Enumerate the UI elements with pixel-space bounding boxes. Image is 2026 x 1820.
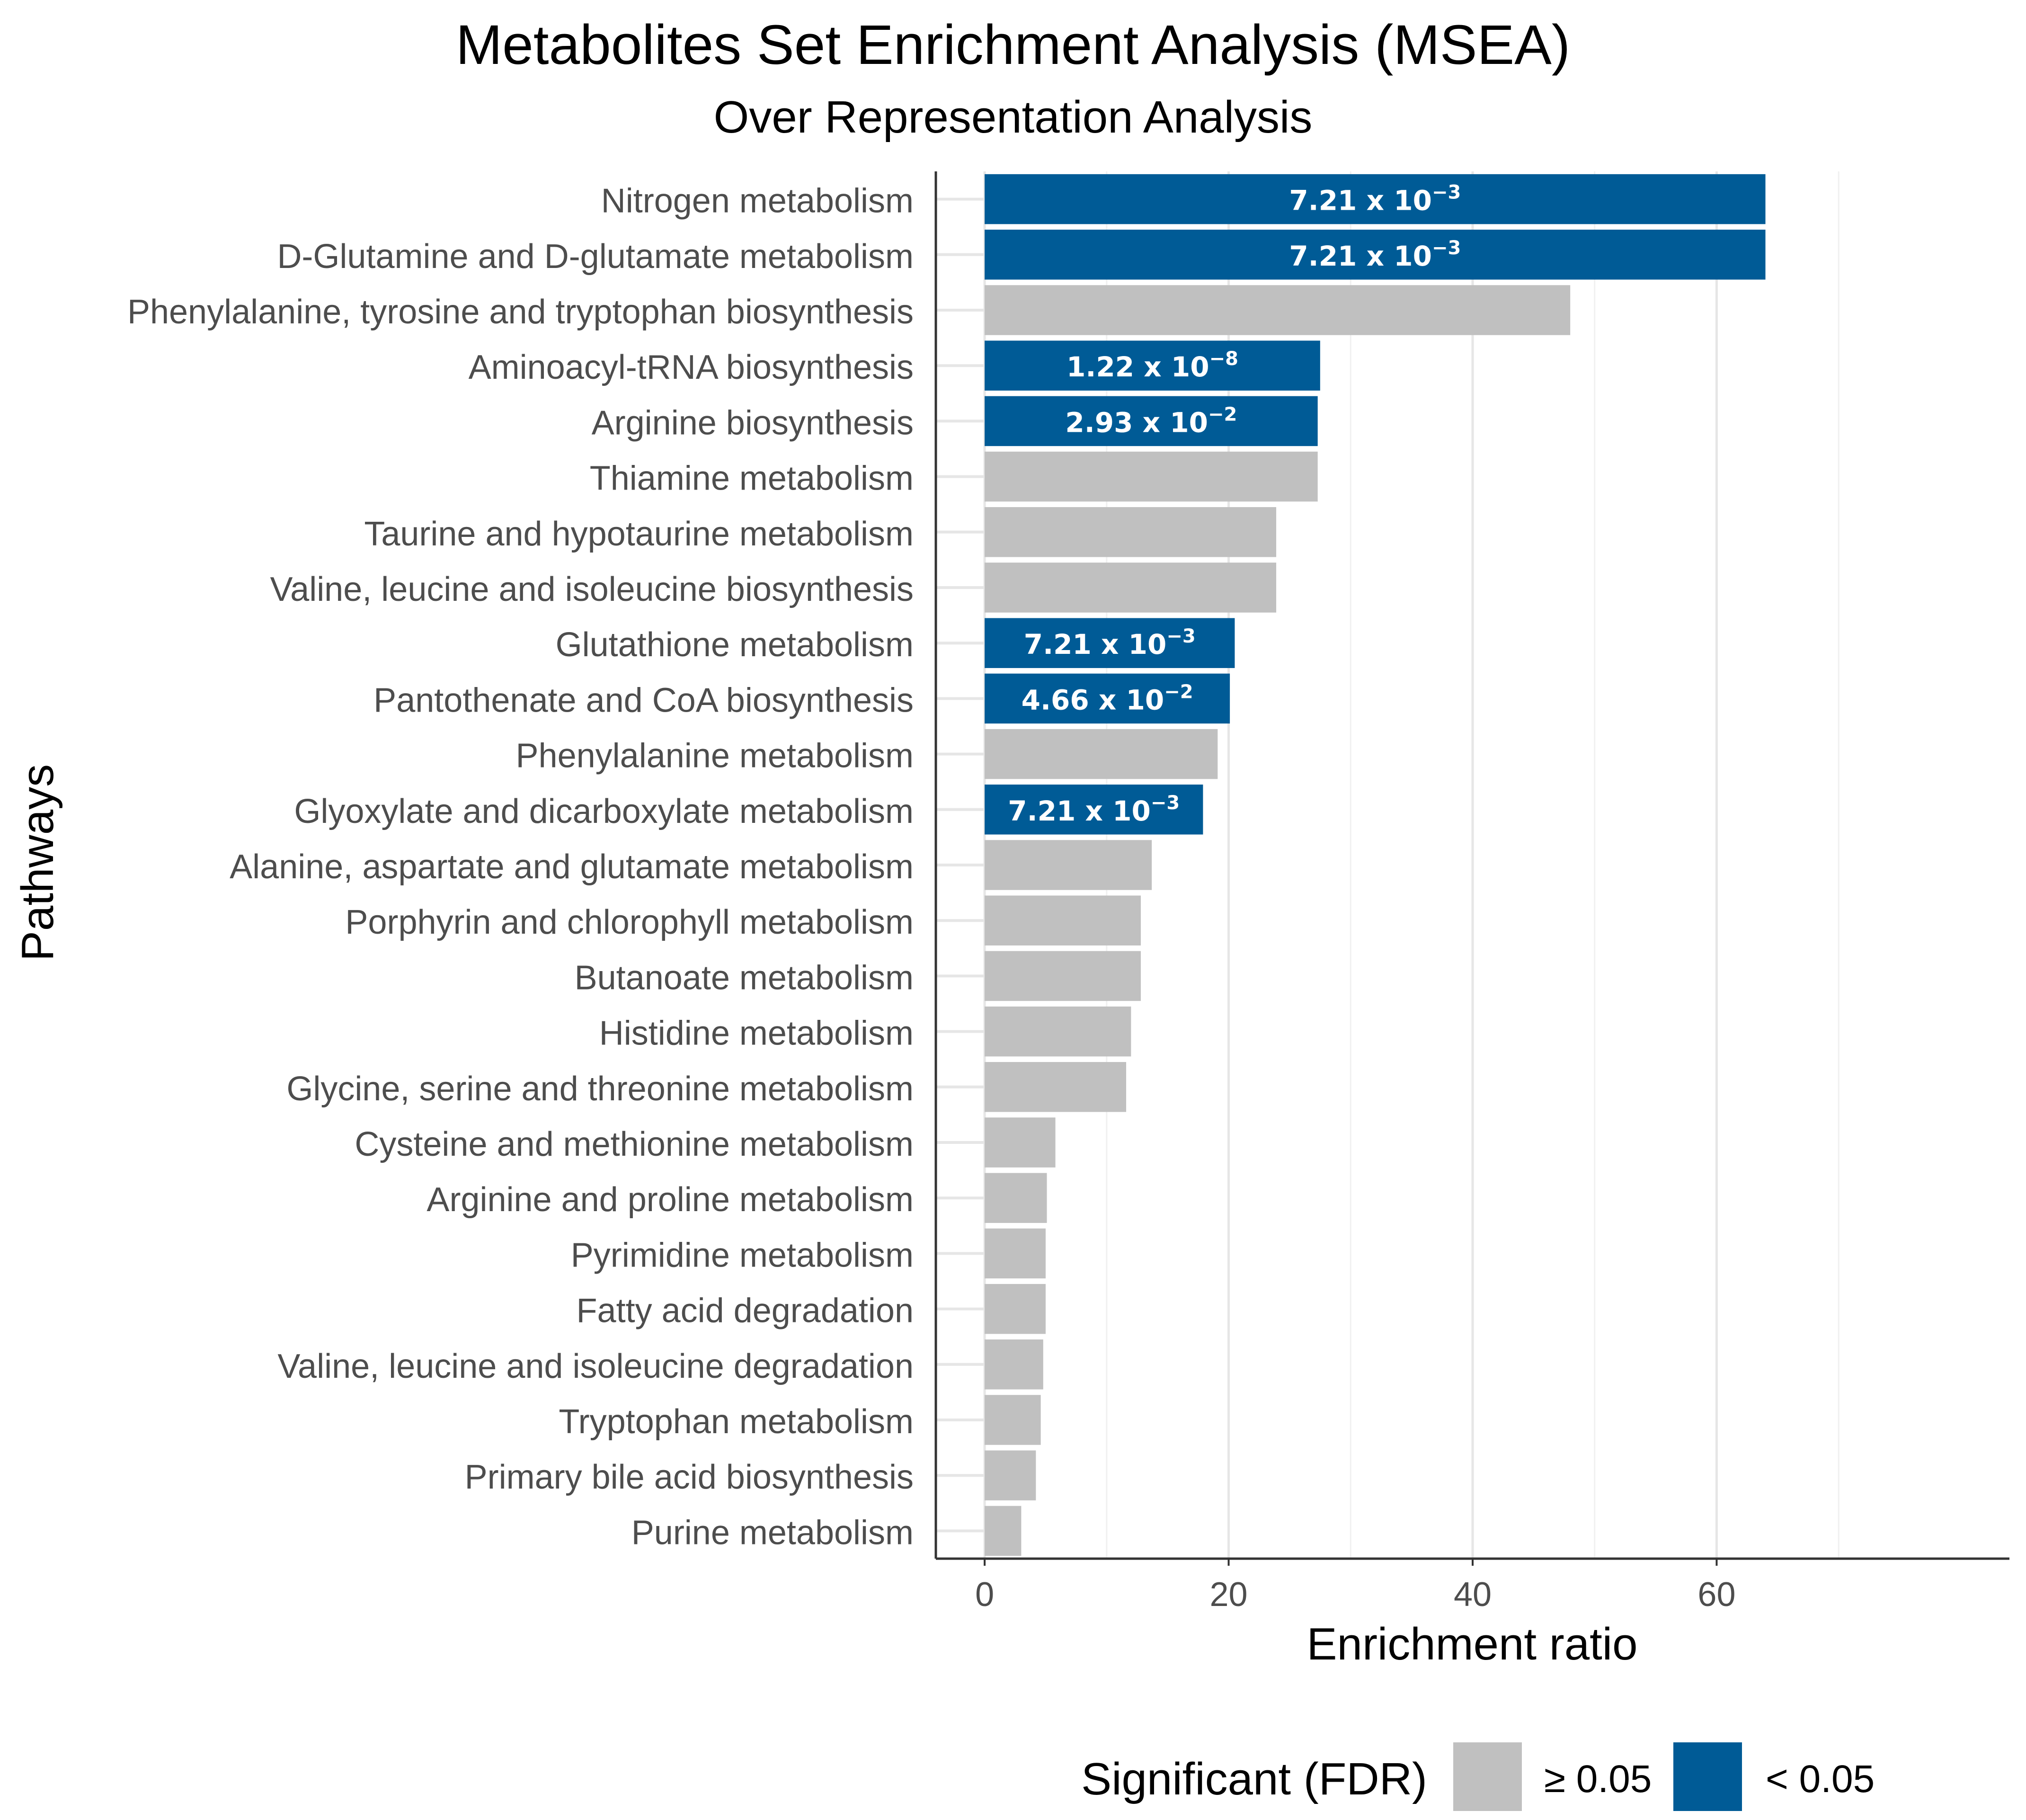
x-tick-label: 20 bbox=[1209, 1576, 1247, 1614]
x-axis-title: Enrichment ratio bbox=[1307, 1619, 1638, 1669]
bar bbox=[985, 1173, 1047, 1223]
bar bbox=[985, 729, 1218, 779]
bar bbox=[985, 840, 1152, 890]
category-label: Valine, leucine and isoleucine degradati… bbox=[277, 1347, 914, 1385]
x-tick-label: 0 bbox=[975, 1576, 994, 1614]
bar bbox=[985, 285, 1571, 335]
bar bbox=[985, 895, 1141, 946]
legend: Significant (FDR) ≥ 0.05 < 0.05 bbox=[1081, 1742, 1875, 1811]
category-label: Arginine and proline metabolism bbox=[427, 1181, 914, 1219]
category-label: Alanine, aspartate and glutamate metabol… bbox=[230, 848, 914, 886]
category-label: Tryptophan metabolism bbox=[559, 1403, 914, 1441]
category-label: Histidine metabolism bbox=[599, 1015, 914, 1053]
bar bbox=[985, 174, 1766, 224]
category-label: Glutathione metabolism bbox=[556, 626, 914, 664]
bar bbox=[985, 451, 1318, 502]
category-label: D-Glutamine and D-glutamate metabolism bbox=[277, 238, 914, 276]
category-label: Glycine, serine and threonine metabolism bbox=[286, 1070, 914, 1108]
bar bbox=[985, 618, 1235, 668]
bar bbox=[985, 1062, 1127, 1112]
bar-fdr-label: 7.21 x 10−3 bbox=[1024, 625, 1196, 660]
bar-fdr-label: 7.21 x 10−3 bbox=[1289, 237, 1461, 272]
category-label: Pyrimidine metabolism bbox=[571, 1236, 914, 1274]
bar bbox=[985, 951, 1141, 1001]
bar-fdr-label: 7.21 x 10−3 bbox=[1008, 792, 1180, 827]
category-label: Nitrogen metabolism bbox=[601, 182, 914, 220]
category-label: Arginine biosynthesis bbox=[592, 404, 914, 442]
category-label: Thiamine metabolism bbox=[590, 460, 914, 498]
legend-label-significant: < 0.05 bbox=[1766, 1758, 1875, 1801]
category-label: Purine metabolism bbox=[631, 1514, 914, 1552]
bar bbox=[985, 785, 1203, 835]
legend-swatch-not-significant bbox=[1453, 1742, 1522, 1811]
category-label: Porphyrin and chlorophyll metabolism bbox=[345, 903, 914, 941]
bar-fdr-label: 4.66 x 10−2 bbox=[1022, 681, 1193, 716]
chart-subtitle: Over Representation Analysis bbox=[714, 92, 1313, 143]
bar bbox=[985, 1284, 1046, 1334]
bar bbox=[985, 1506, 1022, 1556]
category-label: Pantothenate and CoA biosynthesis bbox=[373, 681, 914, 719]
bar bbox=[985, 396, 1318, 446]
legend-swatch-significant bbox=[1673, 1742, 1742, 1811]
bar-labels-group: 7.21 x 10−3 7.21 x 10−3 1.22 x 10−8 2.93 x … bbox=[1008, 182, 1461, 827]
bar bbox=[985, 507, 1277, 557]
bar bbox=[985, 1339, 1043, 1390]
category-label: Butanoate metabolism bbox=[575, 959, 914, 997]
category-label: Phenylalanine metabolism bbox=[516, 737, 914, 775]
category-label: Fatty acid degradation bbox=[577, 1292, 914, 1330]
bar bbox=[985, 1450, 1036, 1500]
bar bbox=[985, 1006, 1131, 1057]
bar bbox=[985, 673, 1230, 724]
legend-title: Significant (FDR) bbox=[1081, 1754, 1427, 1804]
category-label: Phenylalanine, tyrosine and tryptophan b… bbox=[127, 293, 914, 331]
chart-title: Metabolites Set Enrichment Analysis (MSE… bbox=[456, 14, 1570, 76]
bar-fdr-label: 7.21 x 10−3 bbox=[1289, 182, 1461, 217]
bar bbox=[985, 340, 1320, 391]
bar bbox=[985, 1228, 1046, 1279]
bar bbox=[985, 1395, 1041, 1445]
legend-label-not-significant: ≥ 0.05 bbox=[1544, 1758, 1652, 1801]
bar bbox=[985, 562, 1277, 613]
category-label: Taurine and hypotaurine metabolism bbox=[364, 515, 914, 553]
bars-group bbox=[985, 174, 1766, 1556]
bar-fdr-label: 2.93 x 10−2 bbox=[1065, 403, 1237, 438]
bar-fdr-label: 1.22 x 10−8 bbox=[1066, 348, 1238, 383]
category-labels: Nitrogen metabolism D-Glutamine and D-glu… bbox=[127, 182, 914, 1552]
bar bbox=[985, 230, 1766, 280]
category-label: Aminoacyl-tRNA biosynthesis bbox=[469, 348, 914, 386]
category-label: Valine, leucine and isoleucine biosynthe… bbox=[270, 571, 914, 608]
category-label: Primary bile acid biosynthesis bbox=[465, 1458, 914, 1496]
y-axis-title: Pathways bbox=[12, 764, 63, 961]
x-tick-label: 60 bbox=[1697, 1576, 1735, 1614]
x-tick-label: 40 bbox=[1454, 1576, 1492, 1614]
category-label: Cysteine and methionine metabolism bbox=[355, 1125, 914, 1163]
bar bbox=[985, 1117, 1056, 1168]
category-label: Glyoxylate and dicarboxylate metabolism bbox=[294, 793, 914, 830]
x-ticks: 0 20 40 60 bbox=[975, 1559, 1736, 1614]
